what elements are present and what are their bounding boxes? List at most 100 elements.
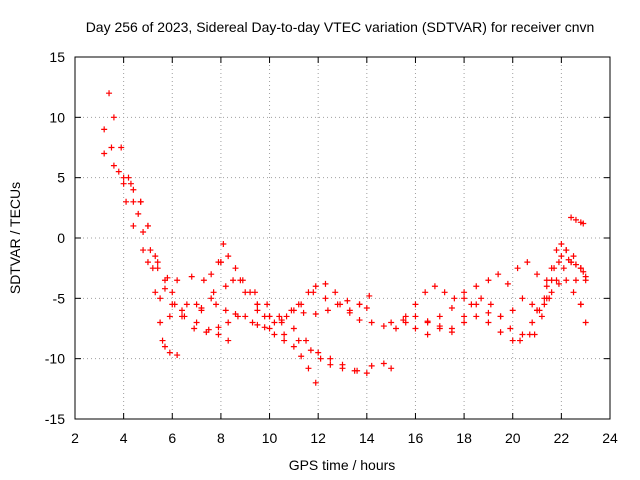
data-point — [380, 323, 387, 330]
data-point — [198, 307, 205, 314]
data-point — [130, 222, 137, 229]
data-point — [412, 313, 419, 320]
x-tick-label: 24 — [602, 430, 618, 446]
data-point — [254, 301, 261, 308]
data-point — [161, 277, 168, 284]
y-tick-label: 15 — [49, 49, 65, 65]
data-point — [191, 325, 198, 332]
data-points — [101, 90, 589, 386]
data-point — [344, 297, 351, 304]
series-track-13 — [424, 277, 584, 344]
data-point — [468, 301, 475, 308]
data-point — [166, 349, 173, 356]
data-point — [558, 241, 565, 248]
x-tick-label: 12 — [310, 430, 326, 446]
plot-frame — [74, 56, 611, 420]
data-point — [568, 214, 575, 221]
data-point — [208, 295, 215, 302]
data-point — [317, 355, 324, 362]
data-point — [368, 319, 375, 326]
data-point — [548, 265, 555, 272]
data-point — [266, 325, 273, 332]
data-point — [461, 289, 468, 296]
data-point — [422, 289, 429, 296]
data-point — [363, 304, 370, 311]
data-point — [519, 331, 526, 338]
data-point — [307, 347, 314, 354]
data-point — [249, 319, 256, 326]
data-point — [412, 325, 419, 332]
data-point — [448, 329, 455, 336]
data-point — [558, 253, 565, 260]
data-point — [507, 325, 514, 332]
x-tick-label: 18 — [456, 430, 472, 446]
y-axis-label: SDTVAR / TECUs — [7, 182, 23, 294]
data-point — [281, 337, 288, 344]
data-point — [524, 259, 531, 266]
data-point — [541, 301, 548, 308]
data-point — [130, 198, 137, 205]
data-point — [193, 319, 200, 326]
y-tick-label: 5 — [57, 170, 65, 186]
data-point — [135, 210, 142, 217]
data-point — [312, 311, 319, 318]
data-point — [461, 319, 468, 326]
series-track-2 — [101, 126, 232, 344]
data-point — [242, 289, 249, 296]
data-point — [144, 259, 151, 266]
data-point — [208, 271, 215, 278]
series-track-9 — [254, 280, 370, 324]
data-point — [271, 319, 278, 326]
series-track-7 — [198, 253, 363, 326]
y-tick-label: -5 — [53, 290, 66, 306]
data-point — [120, 174, 127, 181]
data-point — [529, 301, 536, 308]
data-point — [548, 289, 555, 296]
data-point — [213, 301, 220, 308]
data-point — [402, 313, 409, 320]
data-point — [380, 360, 387, 367]
data-point — [276, 313, 283, 320]
data-point — [115, 168, 122, 175]
data-point — [264, 301, 271, 308]
data-point — [215, 331, 222, 338]
data-point — [305, 365, 312, 372]
data-point — [356, 317, 363, 324]
data-point — [303, 337, 310, 344]
x-axis-label: GPS time / hours — [289, 457, 396, 473]
data-point — [157, 319, 164, 326]
data-point — [281, 331, 288, 338]
data-point — [152, 253, 159, 260]
data-point — [140, 247, 147, 254]
data-point — [339, 361, 346, 368]
data-point — [101, 126, 108, 133]
data-point — [179, 307, 185, 314]
data-point — [546, 295, 553, 302]
x-tick-label: 16 — [408, 430, 424, 446]
data-point — [538, 313, 545, 320]
data-point — [290, 307, 297, 314]
data-point — [144, 222, 151, 229]
data-point — [368, 362, 375, 369]
data-point — [225, 337, 232, 344]
data-point — [334, 301, 341, 308]
data-point — [412, 301, 419, 308]
data-point — [161, 285, 168, 292]
data-point — [225, 319, 232, 326]
data-point — [106, 90, 113, 97]
data-point — [312, 379, 319, 386]
data-point — [283, 313, 290, 320]
series-track-10 — [368, 253, 587, 332]
data-point — [242, 313, 249, 320]
chart-title: Day 256 of 2023, Sidereal Day-to-day VTE… — [86, 19, 595, 35]
data-point — [230, 277, 237, 284]
data-point — [351, 367, 358, 374]
data-point — [110, 162, 117, 169]
data-point — [298, 353, 305, 360]
data-point — [169, 301, 176, 308]
data-point — [210, 289, 217, 296]
x-tick-label: 14 — [359, 430, 375, 446]
data-point — [497, 313, 504, 320]
data-point — [572, 216, 579, 223]
data-point — [120, 180, 127, 187]
